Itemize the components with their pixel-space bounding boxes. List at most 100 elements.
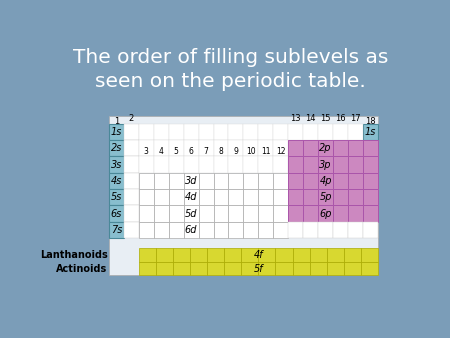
Bar [273,140,288,156]
Bar [184,189,198,206]
Text: 1s: 1s [364,127,376,137]
Text: 7: 7 [203,147,208,155]
Text: The order of filling sublevels as
seen on the periodic table.: The order of filling sublevels as seen o… [73,48,388,91]
Text: 5d: 5d [185,209,198,219]
Bar [363,222,378,238]
Bar [229,222,243,238]
Bar [243,222,258,238]
Bar [303,124,318,140]
Bar [292,262,310,275]
Bar [139,156,154,173]
Text: 2s: 2s [111,143,122,153]
Text: 10: 10 [246,147,256,155]
Bar [258,189,273,206]
Bar [288,189,303,206]
Bar [207,248,224,262]
Bar [173,248,190,262]
Bar [214,189,229,206]
Bar [318,206,333,222]
Text: 6s: 6s [111,209,122,219]
Bar [184,222,198,238]
Bar [241,248,258,262]
Bar [198,173,214,189]
Bar [333,206,348,222]
Bar [258,206,273,222]
Text: Actinoids: Actinoids [56,264,108,274]
Text: 4f: 4f [253,250,263,260]
Bar [348,189,363,206]
Bar [184,124,198,140]
Bar [109,156,124,173]
Text: 6d: 6d [185,225,198,235]
Bar [241,262,258,275]
Text: 4d: 4d [185,192,198,202]
Bar [303,206,318,222]
Text: Lanthanoids: Lanthanoids [40,250,108,260]
Text: 13: 13 [290,114,301,123]
Bar [303,173,318,189]
Bar [214,173,229,189]
Bar [154,173,169,189]
Bar [288,140,303,156]
Bar [139,206,154,222]
Bar [243,189,258,206]
Bar [169,189,184,206]
Bar [214,124,229,140]
Bar [169,222,184,238]
Text: 4: 4 [159,147,164,155]
Bar [124,173,139,189]
Text: 3d: 3d [185,176,198,186]
Bar [348,140,363,156]
Text: 4p: 4p [320,176,332,186]
Bar [109,222,124,238]
Bar [292,248,310,262]
Bar [318,156,333,173]
Bar [333,173,348,189]
Bar [124,189,139,206]
Text: 4s: 4s [111,176,122,186]
Bar [243,206,258,222]
Bar [109,189,124,206]
Bar [273,173,288,189]
Bar [333,156,348,173]
Bar [124,124,139,140]
Text: 14: 14 [306,114,316,123]
Bar [348,173,363,189]
Bar [184,140,198,156]
Text: 7s: 7s [111,225,122,235]
Bar [139,140,154,156]
Bar [363,124,378,140]
Bar [214,156,229,173]
Text: 17: 17 [350,114,361,123]
Bar [318,173,333,189]
Bar [190,262,207,275]
Text: 3s: 3s [111,160,122,170]
Bar [348,124,363,140]
Bar [214,222,229,238]
Bar [273,124,288,140]
Bar [348,156,363,173]
Bar [273,222,288,238]
Bar [169,124,184,140]
Bar [258,222,273,238]
Bar [169,140,184,156]
Bar [124,206,139,222]
Bar [224,262,241,275]
Text: 2p: 2p [320,143,332,153]
Bar [154,206,169,222]
Bar [363,206,378,222]
Bar [303,156,318,173]
Text: 6: 6 [189,147,194,155]
Bar [139,124,154,140]
Text: 5: 5 [174,147,179,155]
Bar [184,156,198,173]
Bar [198,140,214,156]
Bar [327,262,344,275]
Bar [229,189,243,206]
Bar [184,206,198,222]
Bar [303,189,318,206]
Bar [169,173,184,189]
Bar [258,262,275,275]
Bar [258,173,273,189]
Bar [184,173,198,189]
